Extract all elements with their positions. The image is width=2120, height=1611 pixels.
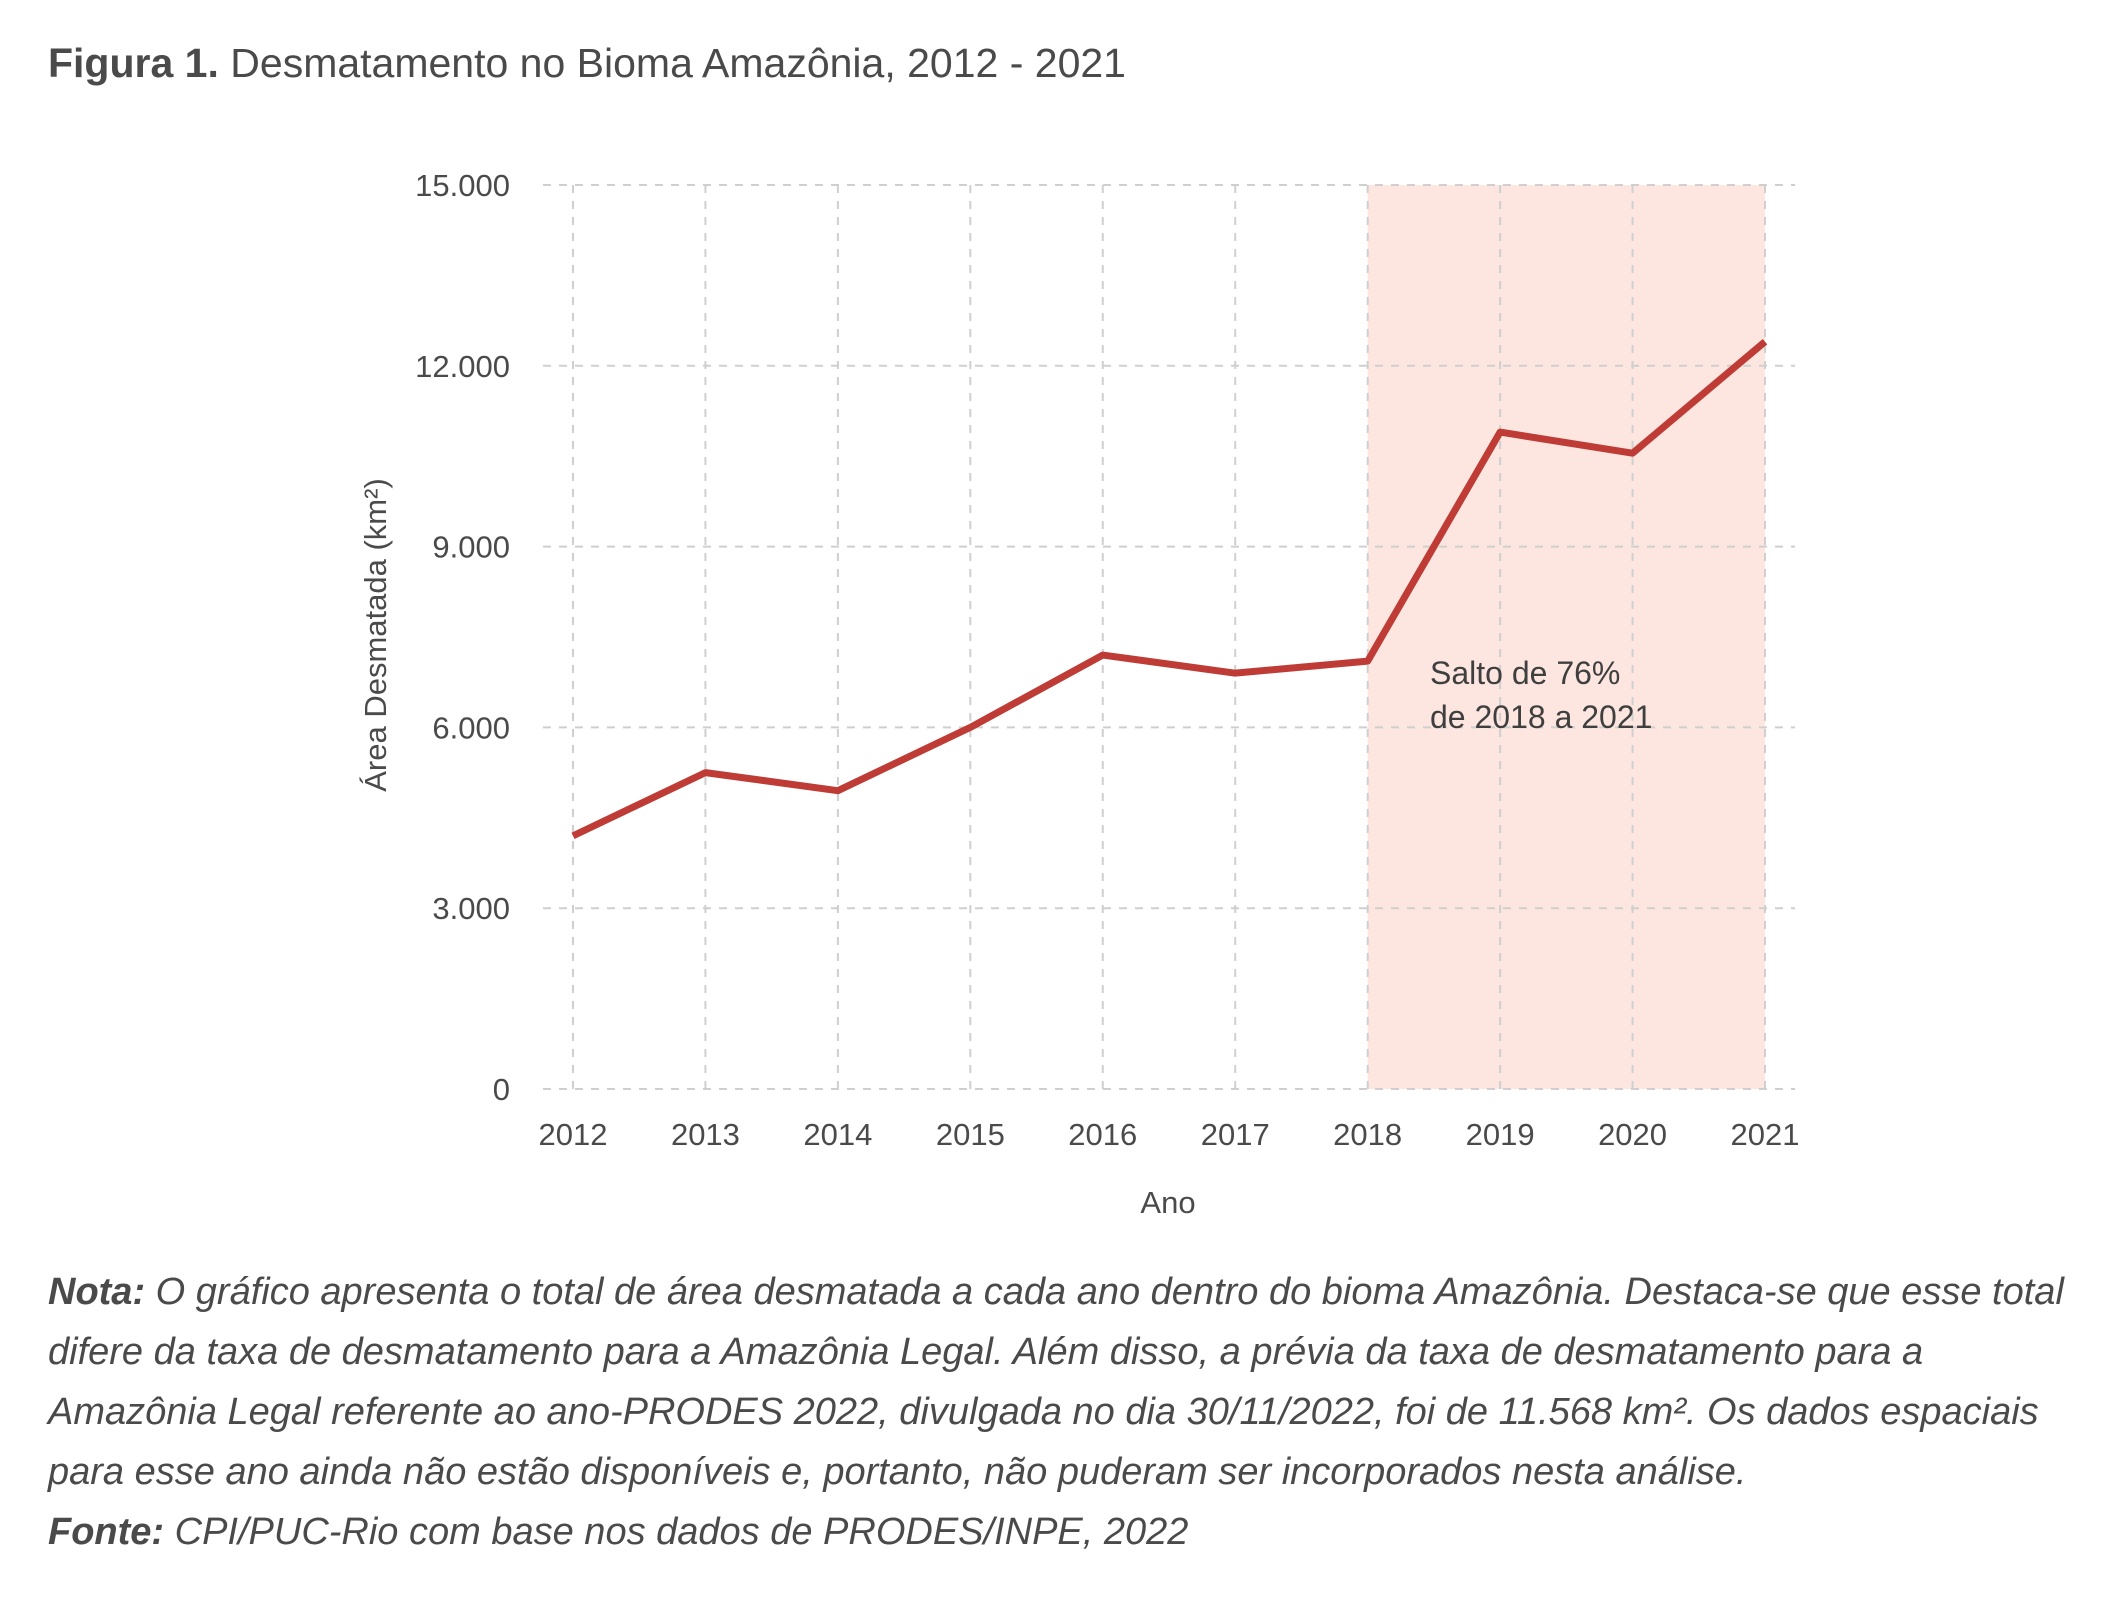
y-tick-label: 0 [493, 1072, 510, 1107]
highlight-region-layer [1367, 185, 1765, 1089]
x-tick-label: 2021 [1731, 1117, 1800, 1152]
x-tick-label: 2013 [671, 1117, 740, 1152]
y-tick-label: 6.000 [432, 710, 510, 745]
x-tick-labels: 2012 2013 2014 2015 2016 2017 2018 2019 2020 2021 [539, 1117, 1800, 1152]
fonte-label: Fonte: [48, 1511, 165, 1553]
grid-layer [543, 184, 1795, 1090]
x-tick-label: 2019 [1466, 1117, 1535, 1152]
figure-label: Figura 1. [48, 40, 219, 86]
x-tick-label: 2012 [539, 1117, 608, 1152]
x-tick-label: 2015 [936, 1117, 1005, 1152]
y-tick-label: 15.000 [415, 168, 510, 203]
annotation-line-2: de 2018 a 2021 [1430, 699, 1652, 735]
figure-title: Figura 1. Desmatamento no Bioma Amazônia… [48, 40, 1126, 87]
nota-text: O gráfico apresenta o total de área desm… [48, 1271, 2064, 1493]
x-tick-label: 2014 [803, 1117, 872, 1152]
y-tick-label: 9.000 [432, 530, 510, 565]
x-tick-label: 2017 [1201, 1117, 1270, 1152]
annotation-line-1: Salto de 76% [1430, 655, 1620, 691]
x-axis-title: Ano [1140, 1185, 1195, 1220]
nota-paragraph: Nota: O gráfico apresenta o total de áre… [48, 1262, 2088, 1502]
figure-notes: Nota: O gráfico apresenta o total de áre… [48, 1262, 2088, 1562]
y-tick-label: 12.000 [415, 349, 510, 384]
x-tick-label: 2016 [1068, 1117, 1137, 1152]
x-tick-label: 2018 [1333, 1117, 1402, 1152]
series-line-layer [571, 339, 1768, 840]
fonte-text: CPI/PUC-Rio com base nos dados de PRODES… [164, 1511, 1189, 1553]
highlight-region [1367, 185, 1765, 1089]
figure-title-text: Desmatamento no Bioma Amazônia, 2012 - 2… [230, 40, 1126, 86]
x-tick-label: 2020 [1598, 1117, 1667, 1152]
y-axis-title: Área Desmatada (km²) [358, 478, 393, 792]
y-tick-label: 3.000 [432, 891, 510, 926]
fonte-paragraph: Fonte: CPI/PUC-Rio com base nos dados de… [48, 1502, 2088, 1562]
series-line [571, 339, 1768, 840]
nota-label: Nota: [48, 1271, 146, 1313]
y-tick-labels: 0 3.000 6.000 9.000 12.000 15.000 [415, 168, 510, 1107]
